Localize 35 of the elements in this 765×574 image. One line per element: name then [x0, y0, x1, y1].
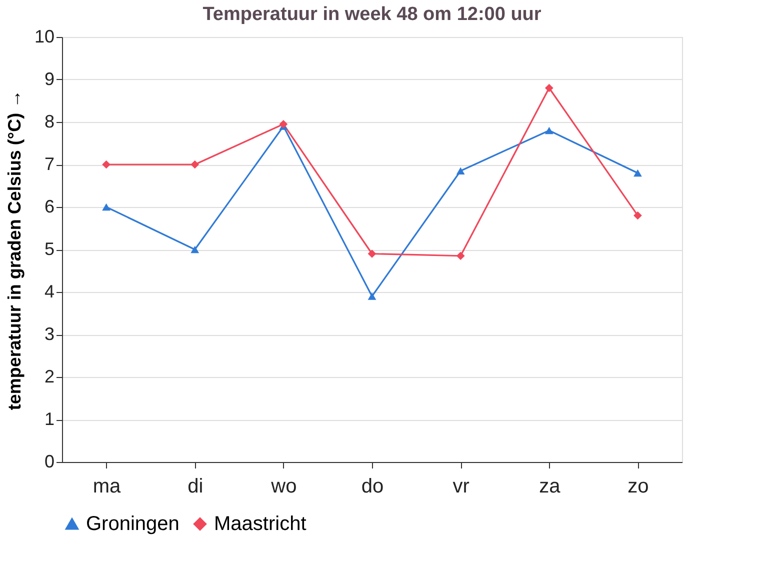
y-tick-label: 2: [44, 366, 54, 386]
y-tick-label: 10: [34, 26, 54, 46]
x-tick-label: wo: [270, 476, 297, 498]
point: [544, 84, 554, 92]
legend-label: Groningen: [86, 513, 180, 535]
y-tick-label: 9: [44, 69, 54, 89]
x-tick-label: vr: [452, 476, 470, 498]
point: [634, 169, 642, 177]
y-tick-label: 3: [44, 324, 54, 344]
x-tick-label: zo: [628, 476, 649, 498]
y-tick-label: 8: [44, 112, 54, 132]
point: [102, 160, 110, 169]
x-tick-label: ma: [92, 476, 122, 498]
y-axis-title: temperatuur in graden Celsius (°C) →: [4, 90, 24, 410]
legend-label: Maastricht: [214, 513, 307, 535]
point: [544, 126, 554, 134]
chart-title: Temperatuur in week 48 om 12:00 uur: [202, 4, 542, 25]
point: [368, 250, 376, 258]
y-tick-label: 7: [44, 154, 54, 174]
x-tick-label: do: [361, 476, 384, 498]
y-tick-label: 4: [44, 282, 54, 302]
y-tick-label: 5: [44, 239, 54, 259]
point: [634, 211, 642, 220]
x-tick-label: za: [539, 476, 562, 498]
y-tick-label: 1: [44, 409, 54, 429]
point: [279, 120, 288, 128]
point: [456, 252, 465, 260]
y-tick-label: 6: [44, 196, 54, 216]
point: [190, 160, 200, 169]
y-tick-label: 0: [44, 452, 54, 472]
x-tick-label: di: [188, 476, 204, 498]
point: [368, 292, 376, 300]
point: [190, 246, 200, 254]
point: [456, 167, 465, 174]
point: [102, 203, 110, 211]
